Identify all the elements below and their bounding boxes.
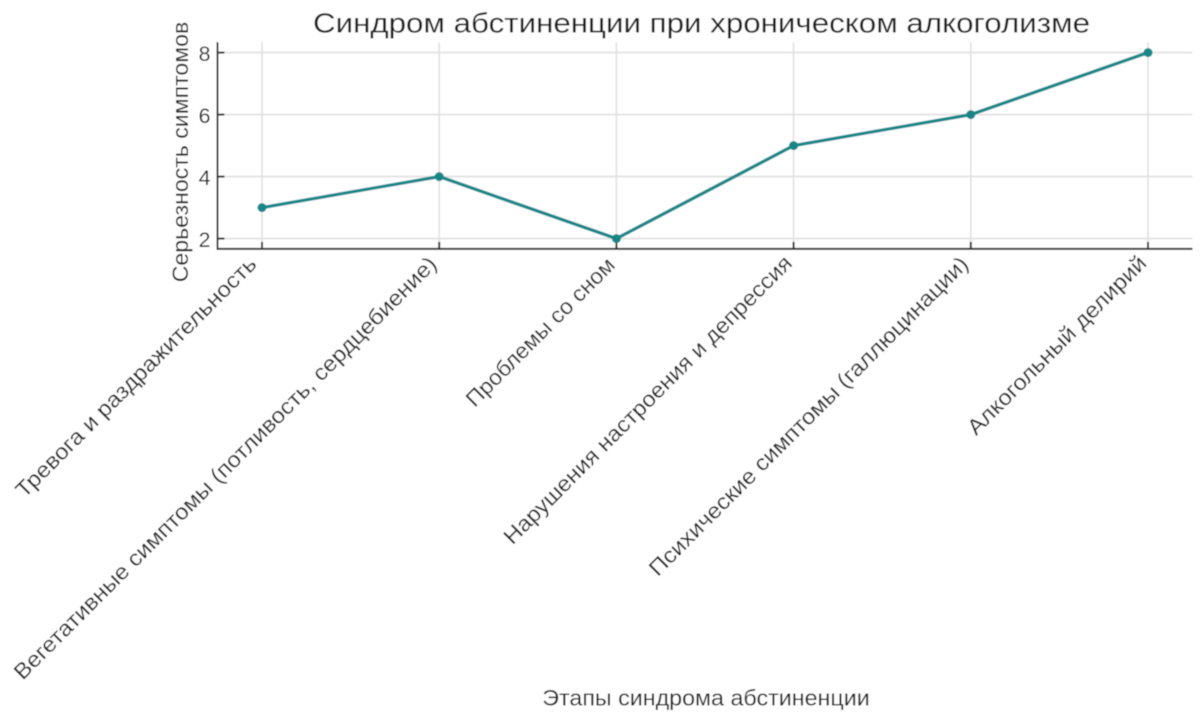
- svg-text:Серьезность симптомов: Серьезность симптомов: [168, 22, 193, 283]
- svg-text:4: 4: [199, 166, 211, 190]
- svg-text:8: 8: [199, 42, 211, 66]
- svg-text:6: 6: [199, 104, 211, 128]
- svg-text:2: 2: [199, 228, 211, 252]
- svg-text:Синдром абстиненции при хронич: Синдром абстиненции при хроническом алко…: [313, 7, 1090, 38]
- svg-text:Этапы синдрома абстиненции: Этапы синдрома абстиненции: [542, 686, 870, 711]
